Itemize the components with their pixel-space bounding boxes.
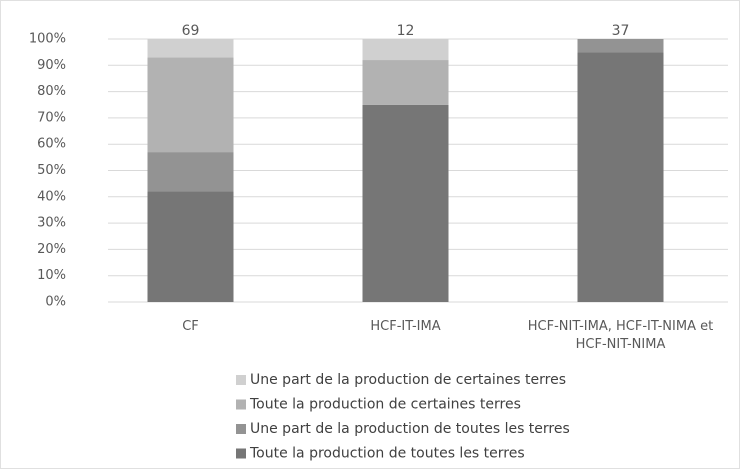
y-tick-label: 70% <box>37 110 66 125</box>
x-tick-label: HCF-NIT-IMA, HCF-IT-NIMA et HCF-NIT-NIMA <box>527 319 714 352</box>
x-tick-label: CF <box>182 319 199 334</box>
y-tick-label: 10% <box>37 268 66 283</box>
legend-swatch <box>236 448 246 459</box>
bar-segment <box>577 52 664 303</box>
y-tick-label: 90% <box>37 58 66 73</box>
y-tick-label: 20% <box>37 242 66 257</box>
y-tick-label: 0% <box>45 295 66 310</box>
y-tick-label: 50% <box>37 163 66 178</box>
y-tick-label: 40% <box>37 189 66 204</box>
legend-swatch <box>236 375 246 385</box>
legend-label: Une part de la production de certaines t… <box>250 372 566 388</box>
total-label: 12 <box>397 23 415 39</box>
total-label: 37 <box>612 23 630 39</box>
bar-segment <box>362 104 449 302</box>
bar-segment <box>362 39 449 61</box>
y-tick-label: 30% <box>37 216 66 231</box>
bar-segment <box>577 39 664 53</box>
x-tick-label: HCF-IT-IMA <box>370 319 441 334</box>
bar-segment <box>147 152 234 192</box>
bar-segment <box>362 60 449 105</box>
legend-swatch <box>236 399 246 410</box>
y-tick-label: 100% <box>29 32 66 47</box>
total-label: 69 <box>182 23 200 39</box>
bar-segment <box>147 57 234 153</box>
legend-label: Toute la production de certaines terres <box>249 397 521 413</box>
legend-label: Toute la production de toutes les terres <box>249 446 525 462</box>
bar-segment <box>147 39 234 58</box>
bar-segment <box>147 191 234 302</box>
y-tick-label: 80% <box>37 84 66 99</box>
y-tick-label: 60% <box>37 137 66 152</box>
legend-swatch <box>236 424 246 434</box>
legend-label: Une part de la production de toutes les … <box>250 421 570 437</box>
